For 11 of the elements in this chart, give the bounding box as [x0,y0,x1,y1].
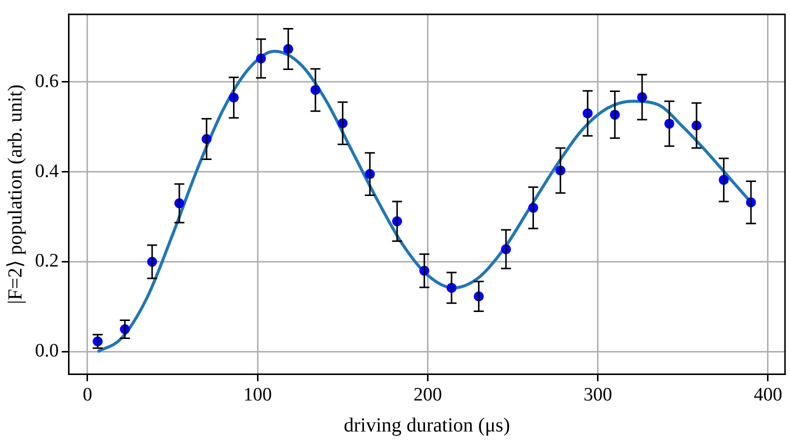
y-axis-title: |F=2⟩ population (arb. unit) [4,84,26,304]
x-tick-label: 300 [584,384,612,406]
y-tick-label: 0.2 [35,250,59,272]
x-tick-label: 400 [754,384,782,406]
x-tick-label: 0 [82,384,92,406]
x-tick-label: 100 [243,384,272,406]
y-tick-label: 0.4 [35,160,60,182]
y-tick-label: 0.0 [35,340,59,362]
x-tick-label: 200 [413,384,442,406]
x-axis-title: driving duration (μs) [344,414,510,436]
y-tick-label: 0.6 [35,70,59,92]
